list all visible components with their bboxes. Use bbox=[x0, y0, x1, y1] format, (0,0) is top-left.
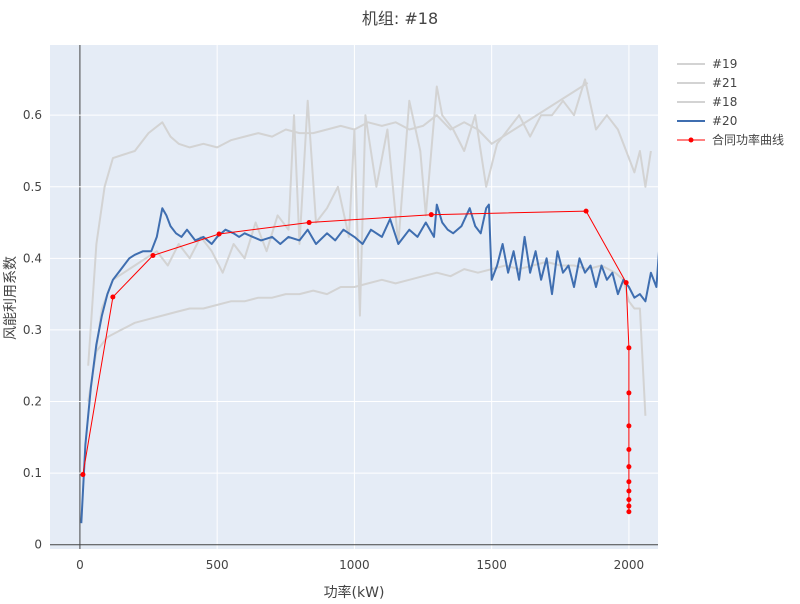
y-axis-label: 风能利用系数 bbox=[3, 256, 19, 340]
data-point bbox=[216, 231, 222, 237]
x-tick-label: 1000 bbox=[339, 558, 370, 572]
data-point bbox=[626, 423, 632, 429]
data-point bbox=[626, 464, 632, 470]
data-point bbox=[626, 497, 632, 503]
data-point bbox=[306, 220, 312, 226]
y-tick-label: 0.1 bbox=[23, 466, 42, 480]
data-point bbox=[626, 488, 632, 494]
x-tick-label: 1500 bbox=[476, 558, 507, 572]
data-point bbox=[623, 280, 629, 286]
series-line-3 bbox=[80, 203, 658, 524]
legend-label: #20 bbox=[712, 114, 737, 128]
data-point bbox=[626, 345, 632, 351]
x-tick-label: 2000 bbox=[614, 558, 645, 572]
legend-label: #19 bbox=[712, 57, 737, 71]
legend-label: #18 bbox=[712, 95, 737, 109]
y-tick-label: 0.5 bbox=[23, 180, 42, 194]
y-tick-label: 0 bbox=[34, 538, 42, 552]
tick-labels: 0 500 1000 1500 2000 0 0.1 0.2 0.3 0.4 0.5 0.6 bbox=[23, 108, 644, 572]
data-point bbox=[626, 503, 632, 509]
chart-title: 机组: #18 bbox=[362, 9, 438, 28]
data-point bbox=[626, 509, 632, 515]
legend-label: #21 bbox=[712, 76, 737, 90]
series-lines bbox=[80, 78, 658, 524]
series-line-0 bbox=[87, 82, 589, 366]
legend-label: 合同功率曲线 bbox=[712, 132, 784, 147]
series-line-2 bbox=[89, 78, 652, 388]
data-point bbox=[626, 446, 632, 452]
y-tick-label: 0.4 bbox=[23, 251, 42, 265]
data-point bbox=[583, 208, 589, 214]
data-point bbox=[626, 390, 632, 396]
x-tick-label: 0 bbox=[76, 558, 84, 572]
y-tick-label: 0.3 bbox=[23, 323, 42, 337]
legend-marker bbox=[688, 137, 694, 143]
y-tick-label: 0.6 bbox=[23, 108, 42, 122]
x-tick-label: 500 bbox=[206, 558, 229, 572]
data-point bbox=[80, 472, 86, 478]
data-point bbox=[428, 212, 434, 218]
x-axis-label: 功率(kW) bbox=[324, 584, 385, 600]
data-point bbox=[110, 294, 116, 300]
legend: #19 #21 #18 #20 合同功率曲线 bbox=[677, 57, 784, 147]
gridlines bbox=[50, 45, 658, 549]
data-point bbox=[150, 252, 156, 258]
data-point bbox=[626, 479, 632, 485]
y-tick-label: 0.2 bbox=[23, 395, 42, 409]
